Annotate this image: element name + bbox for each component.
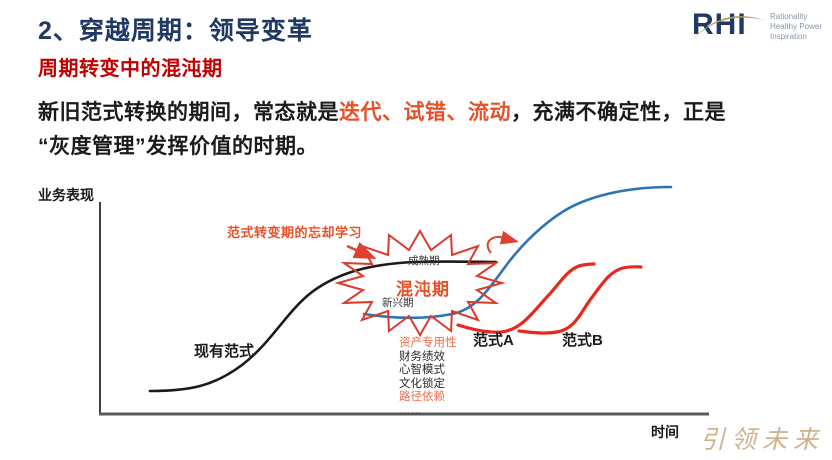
body-line1-pre: 新旧范式转换的期间，常态就是 bbox=[38, 101, 339, 124]
page-title: 2、穿越周期：领导变革 bbox=[38, 17, 313, 45]
slide-subtitle: 周期转变中的混沌期 bbox=[38, 58, 223, 80]
label-existing-paradigm: 现有范式 bbox=[194, 343, 255, 360]
x-axis-label: 时间 bbox=[651, 424, 679, 440]
factor-item: 心智模式 bbox=[399, 364, 445, 376]
lockin-factor-list: 资产专用性 财务绩效 心智模式 文化锁定 路径依赖 …… bbox=[399, 337, 457, 418]
label-paradigm-a: 范式A bbox=[473, 332, 514, 349]
curve-paradigm-a bbox=[456, 262, 596, 334]
body-line2: “灰度管理”发挥价值的时期。 bbox=[38, 135, 318, 158]
body-paragraph: 新旧范式转换的期间，常态就是迭代、试错、流动，充满不确定性，正是 “灰度管理”发… bbox=[38, 96, 808, 164]
tagline-line1: Rationality bbox=[770, 12, 808, 21]
curve-paradigm-b bbox=[517, 265, 643, 335]
unlearning-annotation: 范式转变期的忘却学习 bbox=[227, 225, 363, 240]
factor-item: 资产专用性 bbox=[399, 337, 457, 349]
curve-existing-paradigm bbox=[148, 260, 498, 393]
y-axis-label: 业务表现 bbox=[38, 187, 94, 203]
label-emerging-phase: 新兴期 bbox=[382, 297, 414, 309]
label-paradigm-b: 范式B bbox=[562, 332, 603, 349]
body-line1-post: ，充满不确定性，正是 bbox=[511, 101, 726, 124]
rhi-logo-tagline: Rationality Healthy Power Inspiration bbox=[770, 12, 822, 42]
jump-curved-arrow bbox=[486, 230, 519, 254]
curve-new-paradigm-blue bbox=[362, 185, 673, 320]
annotation-arrow bbox=[346, 241, 377, 260]
brand-watermark: 引领未来 bbox=[700, 425, 825, 454]
factor-item: 财务绩效 bbox=[399, 350, 445, 363]
body-line1-highlight: 迭代、试错、流动 bbox=[339, 101, 511, 124]
tagline-line3: Inspiration bbox=[770, 32, 807, 41]
factor-item: 文化锁定 bbox=[399, 377, 445, 390]
rhi-logo-text: RHI bbox=[692, 8, 747, 41]
tagline-line2: Healthy Power bbox=[770, 22, 823, 31]
body-line1: 新旧范式转换的期间，常态就是迭代、试错、流动，充满不确定性，正是 bbox=[38, 96, 808, 130]
factor-item: …… bbox=[399, 404, 422, 417]
chaos-starburst bbox=[334, 229, 506, 337]
rhi-logo: RHI Rationality Healthy Power Inspiratio… bbox=[688, 8, 828, 50]
label-mature-phase: 成熟期 bbox=[408, 255, 440, 267]
label-chaos-phase: 混沌期 bbox=[396, 280, 450, 299]
factor-item: 路径依赖 bbox=[399, 391, 445, 403]
